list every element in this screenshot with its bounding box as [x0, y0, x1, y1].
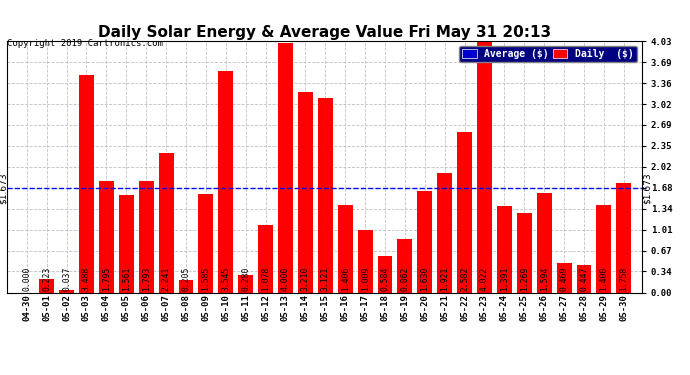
Text: $1.673: $1.673: [643, 172, 652, 204]
Bar: [357, 230, 373, 292]
Text: 0.037: 0.037: [62, 266, 71, 291]
Bar: [537, 193, 551, 292]
Bar: [278, 43, 293, 292]
Bar: [159, 153, 174, 292]
Bar: [397, 239, 413, 292]
Bar: [377, 256, 393, 292]
Bar: [119, 195, 134, 292]
Text: 1.630: 1.630: [420, 266, 429, 291]
Text: 0.447: 0.447: [580, 266, 589, 291]
Bar: [258, 225, 273, 292]
Text: 0.584: 0.584: [380, 266, 389, 291]
Text: 1.921: 1.921: [440, 266, 449, 291]
Text: 3.488: 3.488: [82, 266, 91, 291]
Bar: [238, 275, 253, 292]
Text: 2.241: 2.241: [161, 266, 170, 291]
Bar: [557, 263, 571, 292]
Text: 1.269: 1.269: [520, 266, 529, 291]
Text: 1.758: 1.758: [620, 266, 629, 291]
Bar: [477, 42, 492, 292]
Text: 1.561: 1.561: [122, 266, 131, 291]
Text: 0.862: 0.862: [400, 266, 409, 291]
Text: 1.594: 1.594: [540, 266, 549, 291]
Bar: [616, 183, 631, 292]
Bar: [517, 213, 532, 292]
Bar: [298, 92, 313, 292]
Legend: Average ($), Daily  ($): Average ($), Daily ($): [459, 46, 637, 62]
Text: 1.400: 1.400: [600, 266, 609, 291]
Text: 0.280: 0.280: [241, 266, 250, 291]
Text: 3.210: 3.210: [301, 266, 310, 291]
Bar: [596, 205, 611, 292]
Bar: [457, 132, 472, 292]
Text: 0.469: 0.469: [560, 266, 569, 291]
Bar: [39, 279, 54, 292]
Bar: [99, 181, 114, 292]
Bar: [337, 205, 353, 292]
Title: Daily Solar Energy & Average Value Fri May 31 20:13: Daily Solar Energy & Average Value Fri M…: [98, 25, 551, 40]
Text: 4.000: 4.000: [281, 266, 290, 291]
Bar: [417, 191, 432, 292]
Text: $1.673: $1.673: [0, 172, 8, 204]
Text: 1.391: 1.391: [500, 266, 509, 291]
Text: 0.000: 0.000: [22, 266, 31, 291]
Text: 1.795: 1.795: [102, 266, 111, 291]
Bar: [218, 72, 233, 292]
Bar: [199, 194, 213, 292]
Text: 1.585: 1.585: [201, 266, 210, 291]
Text: 4.022: 4.022: [480, 266, 489, 291]
Text: 1.009: 1.009: [361, 266, 370, 291]
Text: 3.121: 3.121: [321, 266, 330, 291]
Bar: [318, 98, 333, 292]
Bar: [59, 290, 74, 292]
Text: 0.223: 0.223: [42, 266, 51, 291]
Bar: [179, 280, 193, 292]
Text: 1.078: 1.078: [261, 266, 270, 291]
Text: 2.582: 2.582: [460, 266, 469, 291]
Bar: [79, 75, 94, 292]
Text: 3.545: 3.545: [221, 266, 230, 291]
Bar: [139, 181, 154, 292]
Bar: [577, 265, 591, 292]
Bar: [497, 206, 512, 292]
Text: 1.406: 1.406: [341, 266, 350, 291]
Bar: [437, 173, 452, 292]
Text: 0.205: 0.205: [181, 266, 190, 291]
Text: Copyright 2019 Cartronics.com: Copyright 2019 Cartronics.com: [7, 39, 163, 48]
Text: 1.793: 1.793: [141, 266, 150, 291]
